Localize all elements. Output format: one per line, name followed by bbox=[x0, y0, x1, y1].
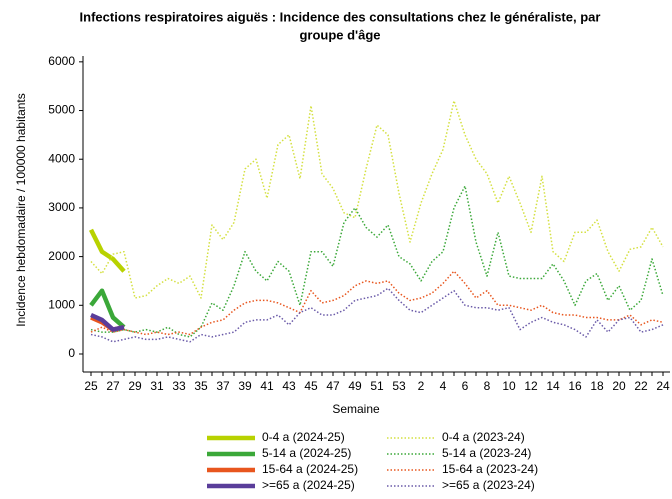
x-tick-label: 12 bbox=[524, 379, 538, 393]
y-tick-label: 2000 bbox=[48, 249, 75, 263]
x-tick-label: 20 bbox=[612, 379, 626, 393]
x-tick-label: 45 bbox=[304, 379, 318, 393]
x-tick-label: 53 bbox=[392, 379, 406, 393]
y-tick-label: 6000 bbox=[48, 54, 75, 68]
x-tick-label: 18 bbox=[590, 379, 604, 393]
y-tick-label: 0 bbox=[68, 346, 75, 360]
legend-label: 0-4 a (2024-25) bbox=[262, 430, 345, 444]
series-line bbox=[88, 228, 126, 273]
x-tick-label: 4 bbox=[440, 379, 447, 393]
x-tick-label: 16 bbox=[568, 379, 582, 393]
x-tick-label: 37 bbox=[216, 379, 230, 393]
x-tick-label: 49 bbox=[348, 379, 362, 393]
x-tick-label: 14 bbox=[546, 379, 560, 393]
x-tick-label: 35 bbox=[194, 379, 208, 393]
x-tick-label: 2 bbox=[418, 379, 425, 393]
chart-title: Infections respiratoires aiguës : Incide… bbox=[80, 9, 601, 24]
x-tick-label: 43 bbox=[282, 379, 296, 393]
series-line bbox=[90, 185, 664, 338]
legend-label: 15-64 a (2023-24) bbox=[442, 462, 538, 476]
legend-label: 15-64 a (2024-25) bbox=[262, 462, 358, 476]
x-tick-label: 6 bbox=[462, 379, 469, 393]
x-tick-label: 22 bbox=[634, 379, 648, 393]
x-tick-label: 24 bbox=[656, 379, 670, 393]
x-tick-label: 33 bbox=[172, 379, 186, 393]
x-tick-label: 25 bbox=[84, 379, 98, 393]
legend-label: >=65 a (2023-24) bbox=[442, 478, 535, 492]
series-line bbox=[89, 288, 126, 329]
y-tick-label: 5000 bbox=[48, 103, 75, 117]
chart-subtitle: groupe d'âge bbox=[299, 27, 380, 42]
legend-label: 0-4 a (2023-24) bbox=[442, 430, 525, 444]
x-tick-label: 51 bbox=[370, 379, 384, 393]
series-line bbox=[90, 100, 664, 299]
x-tick-label: 39 bbox=[238, 379, 252, 393]
series-line bbox=[90, 312, 125, 332]
series-line bbox=[90, 287, 664, 343]
legend-label: 5-14 a (2024-25) bbox=[262, 446, 351, 460]
y-tick-label: 4000 bbox=[48, 151, 75, 165]
x-tick-label: 27 bbox=[106, 379, 120, 393]
series-line bbox=[90, 270, 664, 336]
x-tick-label: 8 bbox=[484, 379, 491, 393]
x-tick-label: 10 bbox=[502, 379, 516, 393]
y-tick-label: 1000 bbox=[48, 297, 75, 311]
legend-label: >=65 a (2024-25) bbox=[262, 478, 355, 492]
x-tick-label: 31 bbox=[150, 379, 164, 393]
x-tick-label: 47 bbox=[326, 379, 340, 393]
x-tick-label: 41 bbox=[260, 379, 274, 393]
x-tick-label: 29 bbox=[128, 379, 142, 393]
y-axis-label: Incidence hebdomadaire / 100000 habitant… bbox=[14, 93, 28, 327]
x-axis-label: Semaine bbox=[332, 402, 380, 416]
legend-label: 5-14 a (2023-24) bbox=[442, 446, 531, 460]
y-tick-label: 3000 bbox=[48, 200, 75, 214]
